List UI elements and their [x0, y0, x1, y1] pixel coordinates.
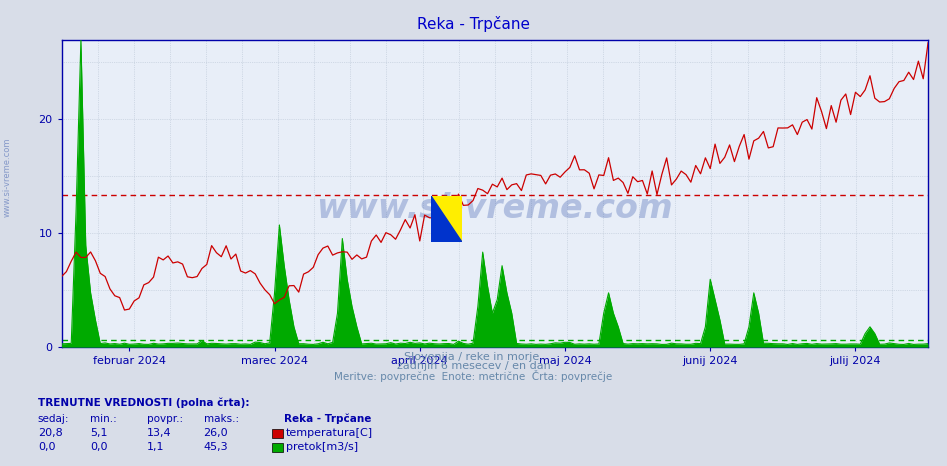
Text: maks.:: maks.:: [204, 414, 239, 424]
Text: 20,8: 20,8: [38, 428, 63, 438]
Text: min.:: min.:: [90, 414, 116, 424]
Text: Reka - Trpčane: Reka - Trpčane: [417, 16, 530, 32]
Polygon shape: [431, 196, 462, 242]
Text: pretok[m3/s]: pretok[m3/s]: [286, 442, 358, 452]
Text: temperatura[C]: temperatura[C]: [286, 428, 373, 438]
Text: www.si-vreme.com: www.si-vreme.com: [316, 192, 673, 225]
Text: www.si-vreme.com: www.si-vreme.com: [3, 137, 12, 217]
Text: 1,1: 1,1: [147, 442, 164, 452]
Text: zadnjih 6 mesecev / en dan: zadnjih 6 mesecev / en dan: [397, 361, 550, 371]
Text: 13,4: 13,4: [147, 428, 171, 438]
Polygon shape: [431, 196, 462, 242]
Text: 0,0: 0,0: [90, 442, 107, 452]
Text: 45,3: 45,3: [204, 442, 228, 452]
Text: Slovenija / reke in morje.: Slovenija / reke in morje.: [404, 352, 543, 362]
Text: Meritve: povprečne  Enote: metrične  Črta: povprečje: Meritve: povprečne Enote: metrične Črta:…: [334, 370, 613, 383]
Text: Reka - Trpčane: Reka - Trpčane: [284, 414, 371, 425]
Text: 0,0: 0,0: [38, 442, 55, 452]
Text: povpr.:: povpr.:: [147, 414, 183, 424]
Text: TRENUTNE VREDNOSTI (polna črta):: TRENUTNE VREDNOSTI (polna črta):: [38, 397, 249, 408]
Text: sedaj:: sedaj:: [38, 414, 69, 424]
Text: 5,1: 5,1: [90, 428, 107, 438]
Text: 26,0: 26,0: [204, 428, 228, 438]
